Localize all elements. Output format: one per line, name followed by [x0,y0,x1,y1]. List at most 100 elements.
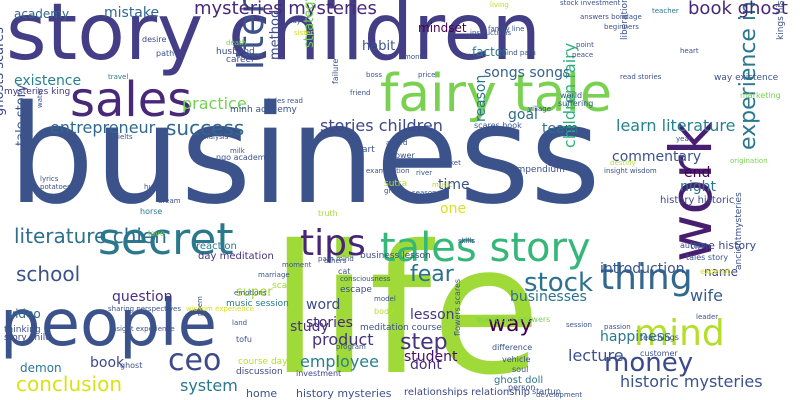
word-system: system [180,376,238,395]
word-relationships-relationship: relationships relationship [404,387,530,398]
word-milk: milk [230,147,245,155]
word-suffering: suffering [558,99,594,108]
word-husband: husband [216,47,255,57]
word-model: model [374,295,396,303]
word-thing: thing [600,257,693,298]
word-poem: poem [196,296,204,316]
word-method: method [268,9,283,60]
word-river: river [416,169,433,177]
word-session: session [566,321,592,329]
word-program: program [336,343,366,351]
word-entrepreneur: entrepreneur [50,118,156,137]
word-businesses: businesses [510,289,587,305]
word-habit: habit [362,39,396,54]
word-teachings: teachings [640,333,679,342]
word-tips: tips [300,223,366,264]
word-fear: fear [410,262,454,287]
word-group: group [384,187,405,195]
word-human: human [144,183,169,191]
word-teacher: teacher [652,7,679,15]
word-startup: startup [532,387,561,396]
word-village: village [528,105,552,113]
word-book-ghost: book ghost [688,0,788,19]
word-time-history: time history [690,239,757,252]
word-history-historic: history historic [660,195,735,206]
word-stories-children: stories children [320,116,443,135]
word-answers-bondage: answers bondage [580,13,642,21]
word-level: level [48,193,65,201]
word-scares-book: scares book [474,121,522,130]
word-others: others [324,257,347,265]
word-customer: customer [640,349,678,358]
word-super: super [236,285,273,300]
word-cat: cat [338,267,351,276]
word-learn-literature: learn literature [616,116,736,135]
word-course-day: course day [238,357,288,367]
word-goal: goal [508,107,538,123]
word-death: death [226,39,247,47]
word-potatoes: potatoes [40,183,71,191]
word-power: power [390,151,415,160]
word-end: end [684,165,711,181]
word-fairy-tale: fairy tale [380,64,612,124]
word-lesson: lesson [410,307,455,323]
word-word: word [306,297,341,313]
word-land: land [232,319,248,327]
word-desire: desire [142,35,167,44]
word-story-child: story child [4,333,51,343]
word-literature-chien: literature chien [14,224,167,248]
word-academy: academy [14,7,70,21]
word-path-mind: path mind [318,255,354,263]
word-insight-wisdom: insight wisdom [604,167,657,175]
word-home: home [246,387,278,400]
word-ghost: ghost [120,361,143,370]
word-examination: examination [366,167,410,175]
word-stories: stories [306,315,353,331]
word-family-line: family line [488,25,525,33]
word-stock: stock [524,268,593,298]
word-business-lesson: business lesson [360,251,431,261]
word-price: price [418,71,436,79]
word-emotions: emotions [234,289,267,297]
word-point: point [576,41,594,49]
word-historic-mysteries: historic mysteries [620,372,763,391]
word-travel: travel [108,73,129,81]
word-difference: difference [492,343,533,352]
word-tales-read: tales read [268,97,303,105]
word-soul: soul [512,365,529,374]
word-award: award [386,139,408,147]
word-question: question [112,289,173,305]
word-ielts: ielts [118,133,133,141]
word-ceo: ceo [168,343,222,378]
word-happiness: happiness [600,329,672,345]
word-scary: scary [272,281,297,291]
word-student: student [404,349,458,365]
word-career: career [226,55,255,65]
word-conclusion: conclusion [16,372,123,396]
word-team: team [542,121,579,137]
word-body: body [374,307,394,316]
word-love: love [148,229,165,238]
word-mindset: mindset [418,21,467,35]
word-living: living [490,1,509,9]
word-discussion: discussion [236,367,283,377]
word-insight-experience: insight experience [110,325,175,333]
word-day: day [288,17,301,25]
word-boss: boss [366,71,383,79]
word-marketing: marketing [740,91,781,100]
word-art: art [362,145,375,155]
word-ghosts-scares: ghosts scares [0,27,7,116]
word-thinking: thinking [4,325,41,335]
word-demon: demon [20,361,62,375]
word-introduction: introduction [600,261,685,277]
word-water: water [36,88,44,108]
word-read-stories: read stories [620,73,662,81]
word-book: book [90,355,125,371]
word-life: life [270,207,542,400]
word-tofu: tofu [236,335,252,344]
word-kings-history: kings history [776,0,786,40]
word-wisdom-experience: wisdom experience [186,305,254,313]
word-product: product [312,330,374,349]
word-author: author [680,241,707,250]
